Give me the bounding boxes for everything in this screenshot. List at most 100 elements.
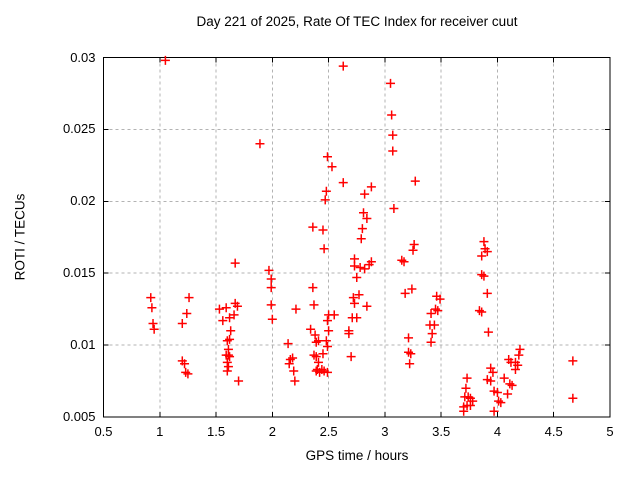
- plot-border: [103, 57, 611, 418]
- data-point-marker: [397, 255, 407, 265]
- data-point-marker: [435, 294, 445, 304]
- data-point-marker: [222, 336, 232, 346]
- data-point-marker: [255, 139, 265, 149]
- data-point-marker: [479, 237, 489, 247]
- data-point-marker: [291, 304, 301, 314]
- data-point-marker: [149, 324, 159, 334]
- data-point-marker: [356, 234, 366, 244]
- data-point-marker: [360, 264, 370, 274]
- data-point-marker: [462, 373, 472, 383]
- data-point-marker: [338, 178, 348, 188]
- data-point-marker: [359, 208, 369, 218]
- data-point-marker: [496, 398, 506, 408]
- data-point-marker: [329, 310, 339, 320]
- data-point-marker: [146, 293, 156, 303]
- data-point-marker: [366, 182, 376, 192]
- data-point-marker: [222, 366, 232, 376]
- data-point-marker: [327, 162, 337, 172]
- data-point-marker: [388, 130, 398, 140]
- data-point-marker: [221, 303, 231, 313]
- data-point-marker: [311, 352, 321, 362]
- y-tick-label: 0.01: [70, 337, 96, 353]
- data-point-marker: [160, 55, 170, 65]
- data-point-marker: [218, 316, 228, 326]
- x-tick-label: 1: [156, 424, 164, 439]
- data-point-marker: [431, 304, 441, 314]
- data-point-marker: [183, 369, 193, 379]
- data-point-marker: [515, 344, 525, 354]
- y-tick-label: 0.025: [62, 121, 96, 137]
- data-point-marker: [459, 406, 469, 416]
- data-point-marker: [223, 350, 233, 360]
- data-point-marker: [148, 319, 158, 329]
- data-point-marker: [266, 300, 276, 310]
- data-point-marker: [322, 152, 332, 162]
- data-point-marker: [389, 203, 399, 213]
- data-point-marker: [468, 396, 478, 406]
- data-point-marker: [184, 293, 194, 303]
- data-point-marker: [399, 257, 409, 267]
- data-point-marker: [404, 333, 414, 343]
- data-point-marker: [319, 244, 329, 254]
- data-point-marker: [483, 327, 493, 337]
- x-tick-label: 4.5: [544, 424, 563, 439]
- data-point-marker: [318, 349, 328, 359]
- data-point-marker: [433, 306, 443, 316]
- x-tick-label: 5: [606, 424, 614, 439]
- data-point-marker: [266, 274, 276, 284]
- data-point-marker: [405, 359, 415, 369]
- data-point-marker: [388, 146, 398, 156]
- data-point-marker: [354, 290, 364, 300]
- data-point-marker: [386, 78, 396, 88]
- data-point-marker: [349, 261, 359, 271]
- data-point-marker: [177, 319, 187, 329]
- data-point-marker: [499, 373, 509, 383]
- data-point-marker: [283, 339, 293, 349]
- data-point-marker: [429, 320, 439, 330]
- data-point-marker: [410, 176, 420, 186]
- data-point-marker: [229, 310, 239, 320]
- data-point-marker: [408, 245, 418, 255]
- data-point-marker: [309, 300, 319, 310]
- data-point-marker: [477, 270, 487, 280]
- data-point-marker: [407, 284, 417, 294]
- data-point-marker: [147, 303, 157, 313]
- data-point-marker: [357, 224, 367, 234]
- data-point-marker: [222, 357, 232, 367]
- data-point-marker: [313, 357, 323, 367]
- data-point-marker: [230, 258, 240, 268]
- data-point-marker: [507, 380, 517, 390]
- data-point-marker: [310, 330, 320, 340]
- data-point-marker: [214, 304, 224, 314]
- y-tick-label: 0.005: [62, 409, 96, 424]
- data-point-marker: [486, 376, 496, 386]
- data-point-marker: [225, 352, 235, 362]
- data-point-marker: [366, 257, 376, 267]
- x-tick-label: 3: [381, 424, 389, 439]
- data-point-marker: [318, 225, 328, 235]
- data-point-marker: [474, 306, 484, 316]
- data-point-marker: [322, 316, 332, 326]
- data-point-marker: [232, 301, 242, 311]
- data-point-marker: [352, 313, 362, 323]
- data-point-marker: [362, 301, 372, 311]
- data-point-marker: [505, 379, 515, 389]
- data-point-marker: [338, 61, 348, 71]
- data-point-marker: [322, 367, 332, 377]
- x-tick-label: 2.5: [319, 424, 338, 439]
- data-point-marker: [321, 336, 331, 346]
- data-point-marker: [482, 288, 492, 298]
- data-point-marker: [427, 329, 437, 339]
- data-point-marker: [409, 239, 419, 249]
- data-point-marker: [320, 195, 330, 205]
- data-point-marker: [426, 308, 436, 318]
- data-point-marker: [311, 337, 321, 347]
- data-point-marker: [306, 324, 316, 334]
- data-point-marker: [346, 352, 356, 362]
- data-point-marker: [479, 271, 489, 281]
- data-point-marker: [223, 362, 233, 372]
- data-point-marker: [360, 189, 370, 199]
- x-tick-label: 3.5: [432, 424, 451, 439]
- data-point-marker: [489, 406, 499, 416]
